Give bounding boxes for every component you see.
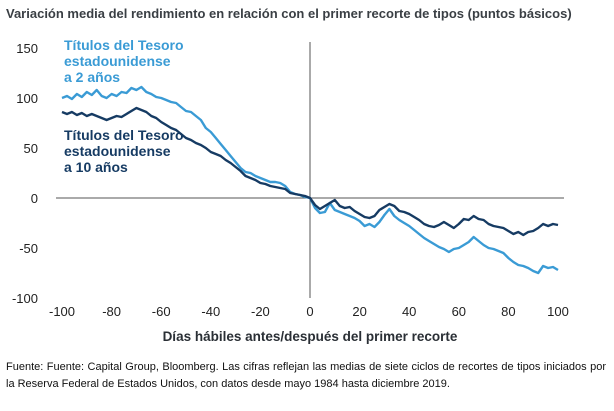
series-label-2y: estadounidense <box>64 53 171 69</box>
source-note: Fuente: Fuente: Capital Group, Bloomberg… <box>6 361 606 390</box>
x-tick-label: -60 <box>152 304 171 319</box>
x-tick-label: -20 <box>251 304 270 319</box>
x-tick-label: 80 <box>501 304 515 319</box>
x-tick-label: 20 <box>352 304 366 319</box>
y-axis-ticks: 150 100 50 0 -50 -100 <box>12 41 38 306</box>
series-label-2y: a 2 años <box>64 69 120 85</box>
series-label-10y: a 10 años <box>64 159 128 175</box>
chart-title: Variación media del rendimiento en relac… <box>6 6 572 21</box>
x-tick-label: 0 <box>306 304 313 319</box>
x-tick-label: -100 <box>49 304 75 319</box>
y-tick-label: -50 <box>19 241 38 256</box>
y-tick-label: -100 <box>12 291 38 306</box>
x-tick-label: 40 <box>402 304 416 319</box>
series-label-10y: estadounidense <box>64 143 171 159</box>
y-tick-label: 150 <box>16 41 38 56</box>
y-tick-label: 100 <box>16 91 38 106</box>
x-tick-label: 100 <box>547 304 569 319</box>
y-tick-label: 50 <box>24 141 38 156</box>
x-axis-ticks: -100 -80 -60 -40 -20 0 20 40 60 80 100 <box>49 304 569 319</box>
series-lines <box>61 85 559 275</box>
x-tick-label: -40 <box>201 304 220 319</box>
y-tick-label: 0 <box>31 191 38 206</box>
line-chart: 150 100 50 0 -50 -100 -100 -80 -60 -40 -20 0 20 40 60… <box>12 37 569 344</box>
series-label-2y: Títulos del Tesoro <box>64 37 184 53</box>
x-tick-label: 60 <box>452 304 466 319</box>
series-line-10y <box>61 106 559 237</box>
series-label-10y: Títulos del Tesoro <box>64 127 184 143</box>
x-tick-label: -80 <box>102 304 121 319</box>
x-axis-label: Días hábiles antes/después del primer re… <box>163 329 458 344</box>
